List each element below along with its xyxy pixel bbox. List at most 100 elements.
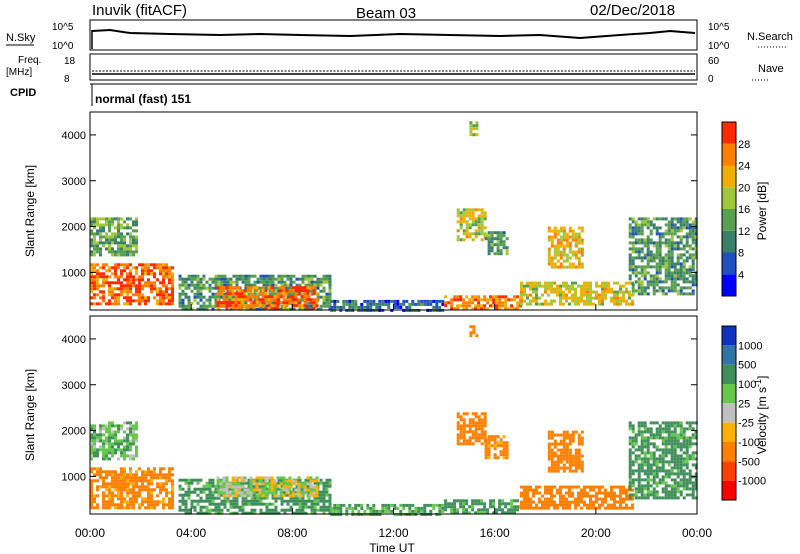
range-cell (661, 265, 665, 269)
range-cell (258, 488, 262, 492)
range-cell (96, 287, 99, 291)
range-cell (159, 470, 162, 474)
range-cell (271, 508, 275, 512)
range-cell (694, 430, 698, 434)
range-cell (202, 511, 206, 515)
scatter-region (90, 263, 174, 306)
range-cell (435, 299, 439, 303)
range-cell (232, 499, 236, 503)
range-cell (516, 301, 520, 305)
range-cell (574, 451, 578, 455)
range-cell (661, 421, 665, 425)
range-cell (312, 301, 316, 305)
range-cell (432, 305, 436, 309)
range-cell (396, 302, 400, 306)
range-cell (487, 231, 491, 235)
range-cell (520, 500, 523, 504)
range-cell (459, 226, 463, 230)
range-cell (634, 469, 638, 473)
range-cell (120, 503, 123, 507)
colorbar-segment (722, 461, 736, 481)
range-cell (252, 304, 256, 308)
range-cell (607, 503, 610, 507)
range-cell (604, 284, 607, 288)
range-cell (313, 505, 317, 509)
range-cell (282, 295, 286, 299)
range-cell (246, 286, 250, 290)
range-cell (616, 299, 619, 303)
range-cell (328, 511, 332, 515)
range-cell (237, 494, 241, 498)
range-cell (507, 307, 511, 311)
range-cell (108, 269, 111, 273)
range-cell (586, 494, 589, 498)
range-cell (568, 290, 571, 294)
range-cell (646, 484, 650, 488)
range-cell (664, 241, 668, 245)
range-cell (634, 457, 638, 461)
range-cell (673, 445, 677, 449)
range-cell (171, 479, 174, 483)
range-cell (217, 490, 221, 494)
range-cell (676, 235, 680, 239)
range-cell (235, 274, 239, 278)
range-cell (211, 277, 215, 281)
range-cell (208, 484, 212, 488)
range-cell (658, 277, 662, 281)
range-cell (261, 494, 265, 498)
range-cell (646, 286, 650, 290)
range-cell (474, 208, 478, 212)
range-cell (484, 444, 488, 448)
range-cell (399, 305, 403, 309)
range-cell (541, 293, 544, 297)
range-cell (129, 253, 132, 257)
range-cell (568, 284, 571, 288)
range-cell (280, 277, 284, 281)
range-cell (108, 436, 111, 440)
freq-panel-frame (89, 53, 698, 81)
range-cell (108, 442, 111, 446)
range-cell (90, 433, 93, 437)
range-cell (372, 509, 376, 513)
range-cell (661, 460, 665, 464)
range-cell (480, 502, 484, 506)
range-cell (685, 442, 689, 446)
range-cell (691, 274, 695, 278)
range-cell (214, 490, 218, 494)
range-cell (676, 469, 680, 473)
range-cell (105, 424, 108, 428)
range-cell (483, 295, 487, 299)
range-cell (289, 496, 293, 500)
range-cell (237, 488, 241, 492)
range-cell (667, 274, 671, 278)
range-cell (96, 451, 99, 455)
range-cell (294, 494, 298, 498)
range-cell (640, 424, 644, 428)
range-cell (162, 506, 165, 510)
colorbar-segment (722, 326, 736, 346)
range-cell (214, 277, 218, 281)
range-cell (562, 439, 566, 443)
range-cell (153, 503, 156, 507)
range-cell (205, 496, 209, 500)
range-cell (247, 478, 251, 482)
range-cell (132, 220, 135, 224)
range-cell (138, 284, 141, 288)
range-cell (676, 289, 680, 293)
range-cell (553, 244, 557, 248)
range-cell (241, 277, 245, 281)
range-cell (682, 268, 686, 272)
range-cell (499, 243, 503, 247)
range-cell (129, 290, 132, 294)
range-cell (477, 427, 481, 431)
range-cell (685, 238, 689, 242)
range-cell (691, 256, 695, 260)
range-cell (640, 280, 644, 284)
range-cell (111, 442, 114, 446)
range-cell (499, 237, 503, 241)
range-cell (559, 284, 562, 288)
range-cell (402, 299, 406, 303)
range-cell (153, 500, 156, 504)
range-cell (99, 238, 102, 242)
range-cell (562, 466, 566, 470)
